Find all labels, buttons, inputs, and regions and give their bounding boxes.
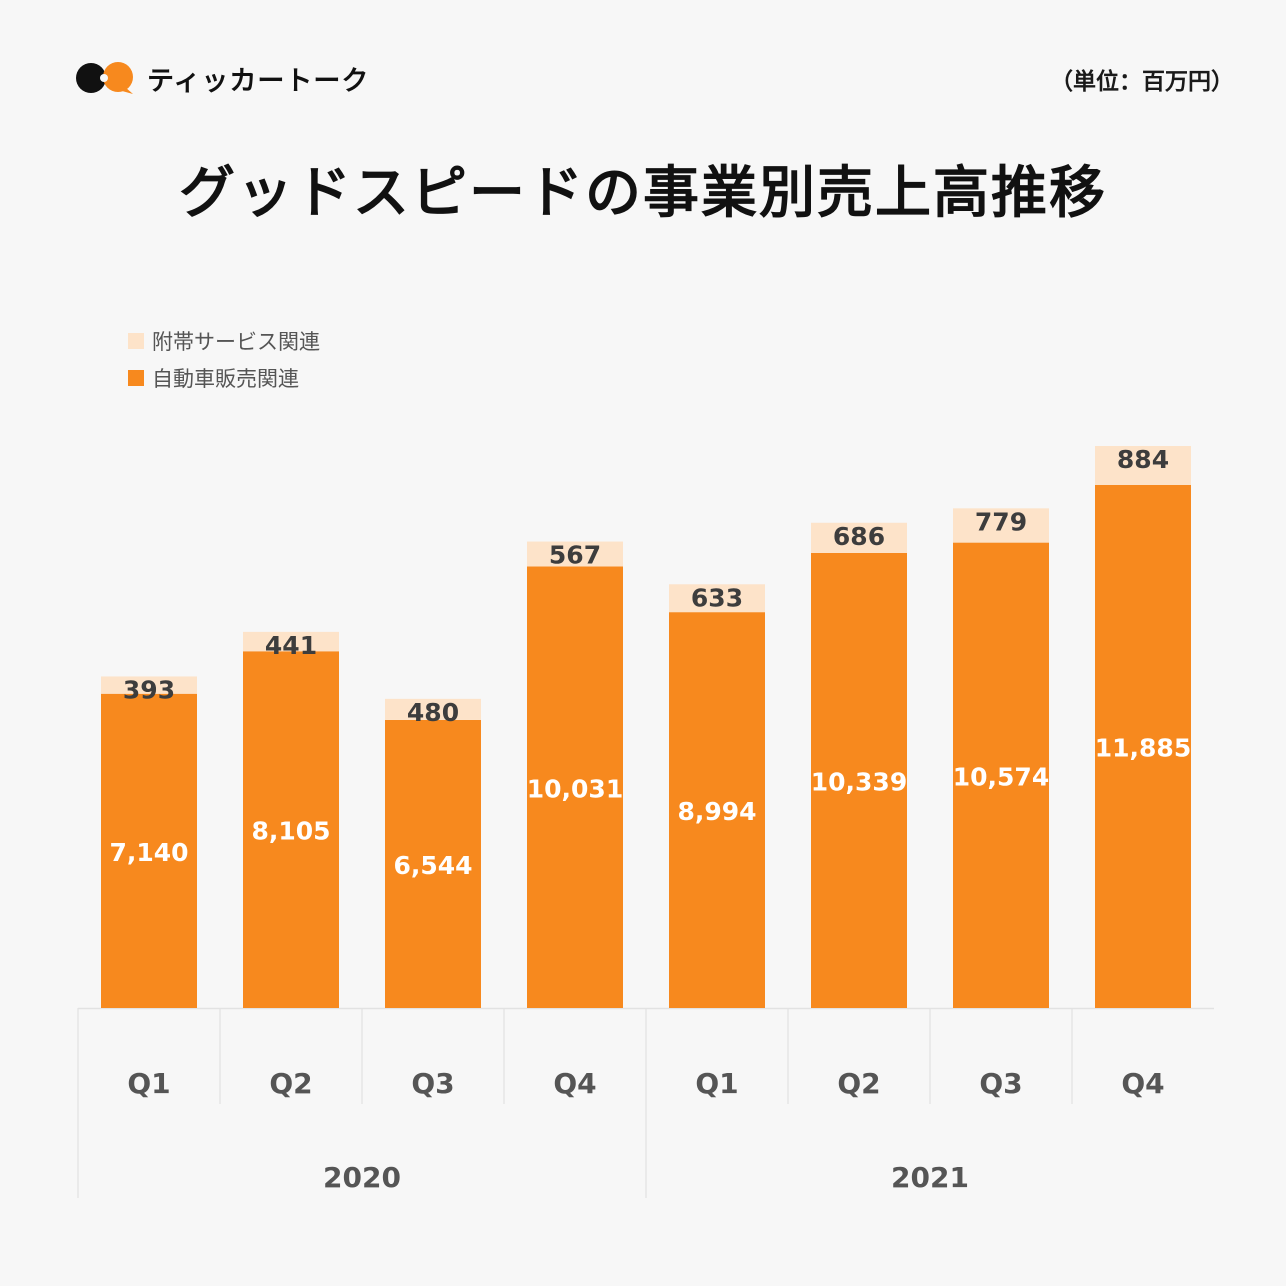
data-label-auto-sales: 8,105 [251, 817, 330, 846]
bar-service [953, 508, 1049, 543]
bar-service [811, 522, 907, 553]
category-tick-label: Q1 [127, 1067, 170, 1100]
data-label-service: 567 [549, 541, 601, 570]
category-tick-label: Q3 [411, 1067, 454, 1100]
bar-auto-sales [1095, 484, 1191, 1008]
data-label-service: 884 [1117, 445, 1169, 474]
chart-legend: 附帯サービス関連 自動車販売関連 [128, 322, 320, 396]
legend-item-auto-sales: 自動車販売関連 [128, 359, 320, 396]
category-tick-label: Q2 [837, 1067, 880, 1100]
bar-service [1095, 446, 1191, 485]
data-label-auto-sales: 7,140 [109, 838, 188, 867]
bar-auto-sales [811, 552, 907, 1008]
legend-label-service: 附帯サービス関連 [152, 329, 320, 354]
chart-title: グッドスピードの事業別売上高推移 [179, 161, 1107, 226]
data-label-service: 393 [123, 675, 175, 704]
logo-text: ティッカートーク [147, 65, 370, 97]
group-label: 2020 [323, 1161, 401, 1194]
data-label-service: 441 [265, 631, 317, 660]
category-tick-label: Q4 [1121, 1067, 1164, 1100]
category-tick-label: Q4 [553, 1067, 596, 1100]
group-label: 2021 [891, 1161, 969, 1194]
bar-auto-sales [385, 719, 481, 1008]
bar-service [101, 676, 197, 694]
bar-service [385, 698, 481, 720]
bar-auto-sales [669, 612, 765, 1008]
data-label-auto-sales: 10,574 [953, 762, 1049, 791]
bar-service [669, 584, 765, 613]
data-label-auto-sales: 10,031 [527, 774, 623, 803]
legend-swatch-service [128, 332, 144, 349]
bar-auto-sales [527, 566, 623, 1008]
legend-swatch-auto-sales [128, 369, 144, 386]
data-label-auto-sales: 10,339 [811, 767, 907, 796]
data-label-service: 480 [407, 698, 459, 727]
logo-bubbles-icon [76, 62, 133, 94]
bar-service [243, 631, 339, 652]
data-label-service: 633 [691, 583, 743, 612]
brand-logo: ティッカートーク [75, 60, 370, 97]
legend-item-service: 附帯サービス関連 [128, 322, 320, 359]
category-tick-label: Q1 [695, 1067, 738, 1100]
legend-label-auto-sales: 自動車販売関連 [152, 366, 299, 391]
data-label-service: 779 [975, 507, 1027, 536]
bar-service [527, 541, 623, 567]
unit-label: （単位：百万円） [1050, 69, 1234, 95]
data-label-auto-sales: 6,544 [393, 851, 472, 880]
category-tick-label: Q2 [269, 1067, 312, 1100]
bar-auto-sales [101, 693, 197, 1008]
data-label-service: 686 [833, 522, 885, 551]
category-tick-label: Q3 [979, 1067, 1022, 1100]
bar-auto-sales [953, 542, 1049, 1008]
bar-auto-sales [243, 651, 339, 1008]
data-label-auto-sales: 11,885 [1095, 733, 1191, 762]
data-label-auto-sales: 8,994 [677, 797, 756, 826]
